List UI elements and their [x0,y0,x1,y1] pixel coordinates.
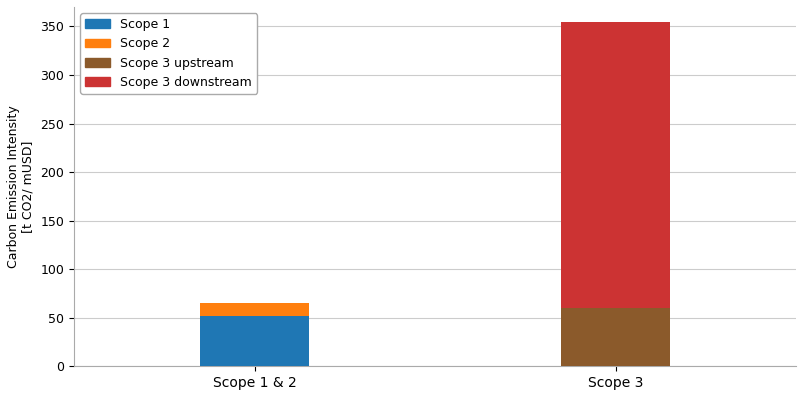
Bar [200,316,308,366]
Legend: Scope 1, Scope 2, Scope 3 upstream, Scope 3 downstream: Scope 1, Scope 2, Scope 3 upstream, Scop… [80,13,257,94]
Bar [561,308,669,366]
Y-axis label: Carbon Emission Intensity
[t CO2/ mUSD]: Carbon Emission Intensity [t CO2/ mUSD] [7,105,35,268]
Bar [200,303,308,316]
Bar [561,21,669,308]
